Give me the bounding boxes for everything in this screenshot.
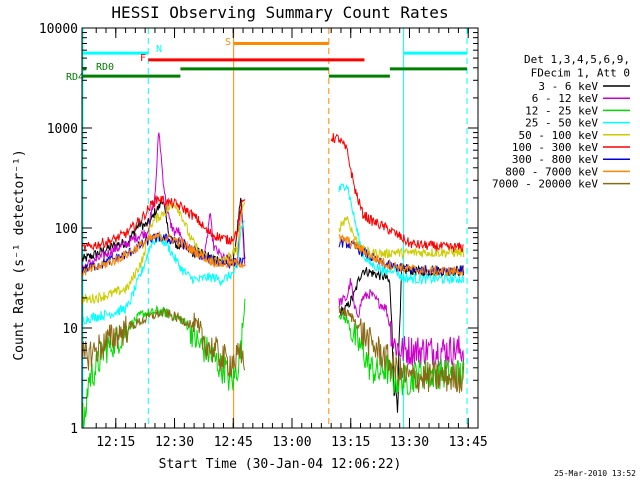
series-line-2-seg-0: [81, 298, 246, 429]
series-line-8-seg-1: [338, 306, 465, 394]
y-tick-label: 1000: [47, 122, 78, 137]
axes-layer: 1 10 100 1000 10000 12:15 12:30 12:45 13:00 13:15…: [39, 22, 488, 450]
series-line-8-seg-0: [81, 307, 246, 377]
legend-header-line: Det 1,3,4,5,6,9,: [524, 53, 630, 66]
series-line-1-seg-0: [81, 132, 246, 270]
footer-timestamp: 25-Mar-2010 13:52: [554, 469, 636, 478]
flag-label-f: F: [140, 53, 146, 64]
series-line-7-seg-1: [338, 233, 465, 278]
x-axis-label: Start Time (30-Jan-04 12:06:22): [159, 457, 402, 472]
series-line-3-seg-1: [338, 183, 465, 286]
legend-label: 25 - 50 keV: [525, 117, 598, 130]
legend-label: 12 - 25 keV: [525, 104, 598, 117]
legend-label: 7000 - 20000 keV: [492, 178, 598, 191]
flag-label-s: S: [225, 37, 231, 48]
series-layer: [81, 132, 465, 429]
y-axis-label: Count Rate (s⁻¹ detector⁻¹): [12, 149, 27, 360]
legend-label: 3 - 6 keV: [538, 80, 598, 93]
series-line-3-seg-0: [81, 220, 246, 325]
legend-label: 800 - 7000 keV: [505, 165, 598, 178]
x-tick-label: 13:45: [449, 435, 488, 450]
flag-label-rd4: RD4: [66, 72, 84, 83]
flag-label-rd0: RD0: [96, 62, 114, 73]
y-tick-label: 100: [55, 222, 78, 237]
x-tick-label: 12:45: [214, 435, 253, 450]
legend-label: 300 - 800 keV: [512, 153, 598, 166]
x-tick-label: 12:15: [96, 435, 135, 450]
y-tick-label: 10000: [39, 22, 78, 37]
flag-layer: N S F RD0 RD4: [66, 37, 468, 83]
y-tick-label: 1: [70, 422, 78, 437]
series-line-7-seg-0: [81, 230, 246, 277]
x-tick-label: 12:30: [155, 435, 194, 450]
y-tick-label: 10: [62, 322, 78, 337]
legend: Det 1,3,4,5,6,9,FDecim 1, Att 03 - 6 keV…: [492, 53, 630, 191]
series-line-5-seg-0: [81, 195, 246, 252]
series-line-1-seg-1: [338, 278, 465, 368]
x-tick-label: 13:30: [390, 435, 429, 450]
series-line-5-seg-1: [330, 133, 464, 253]
legend-label: 6 - 12 keV: [532, 92, 599, 105]
legend-label: 100 - 300 keV: [512, 141, 598, 154]
x-tick-label: 13:15: [331, 435, 370, 450]
chart-title: HESSI Observing Summary Count Rates: [111, 3, 448, 22]
legend-header-line: FDecim 1, Att 0: [531, 67, 630, 80]
x-tick-label: 13:00: [272, 435, 311, 450]
legend-label: 50 - 100 keV: [519, 129, 599, 142]
flag-label-n: N: [156, 44, 162, 55]
